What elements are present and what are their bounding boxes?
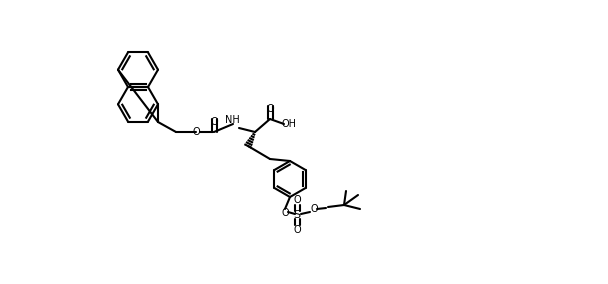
Text: S: S xyxy=(294,210,300,220)
Text: O: O xyxy=(266,104,274,114)
Text: O: O xyxy=(293,225,301,235)
Text: O: O xyxy=(281,208,289,218)
Text: O: O xyxy=(192,127,200,137)
Text: NH: NH xyxy=(224,115,240,125)
Text: OH: OH xyxy=(282,119,297,129)
Text: O: O xyxy=(293,195,301,205)
Text: O: O xyxy=(310,204,318,214)
Text: O: O xyxy=(210,117,218,127)
